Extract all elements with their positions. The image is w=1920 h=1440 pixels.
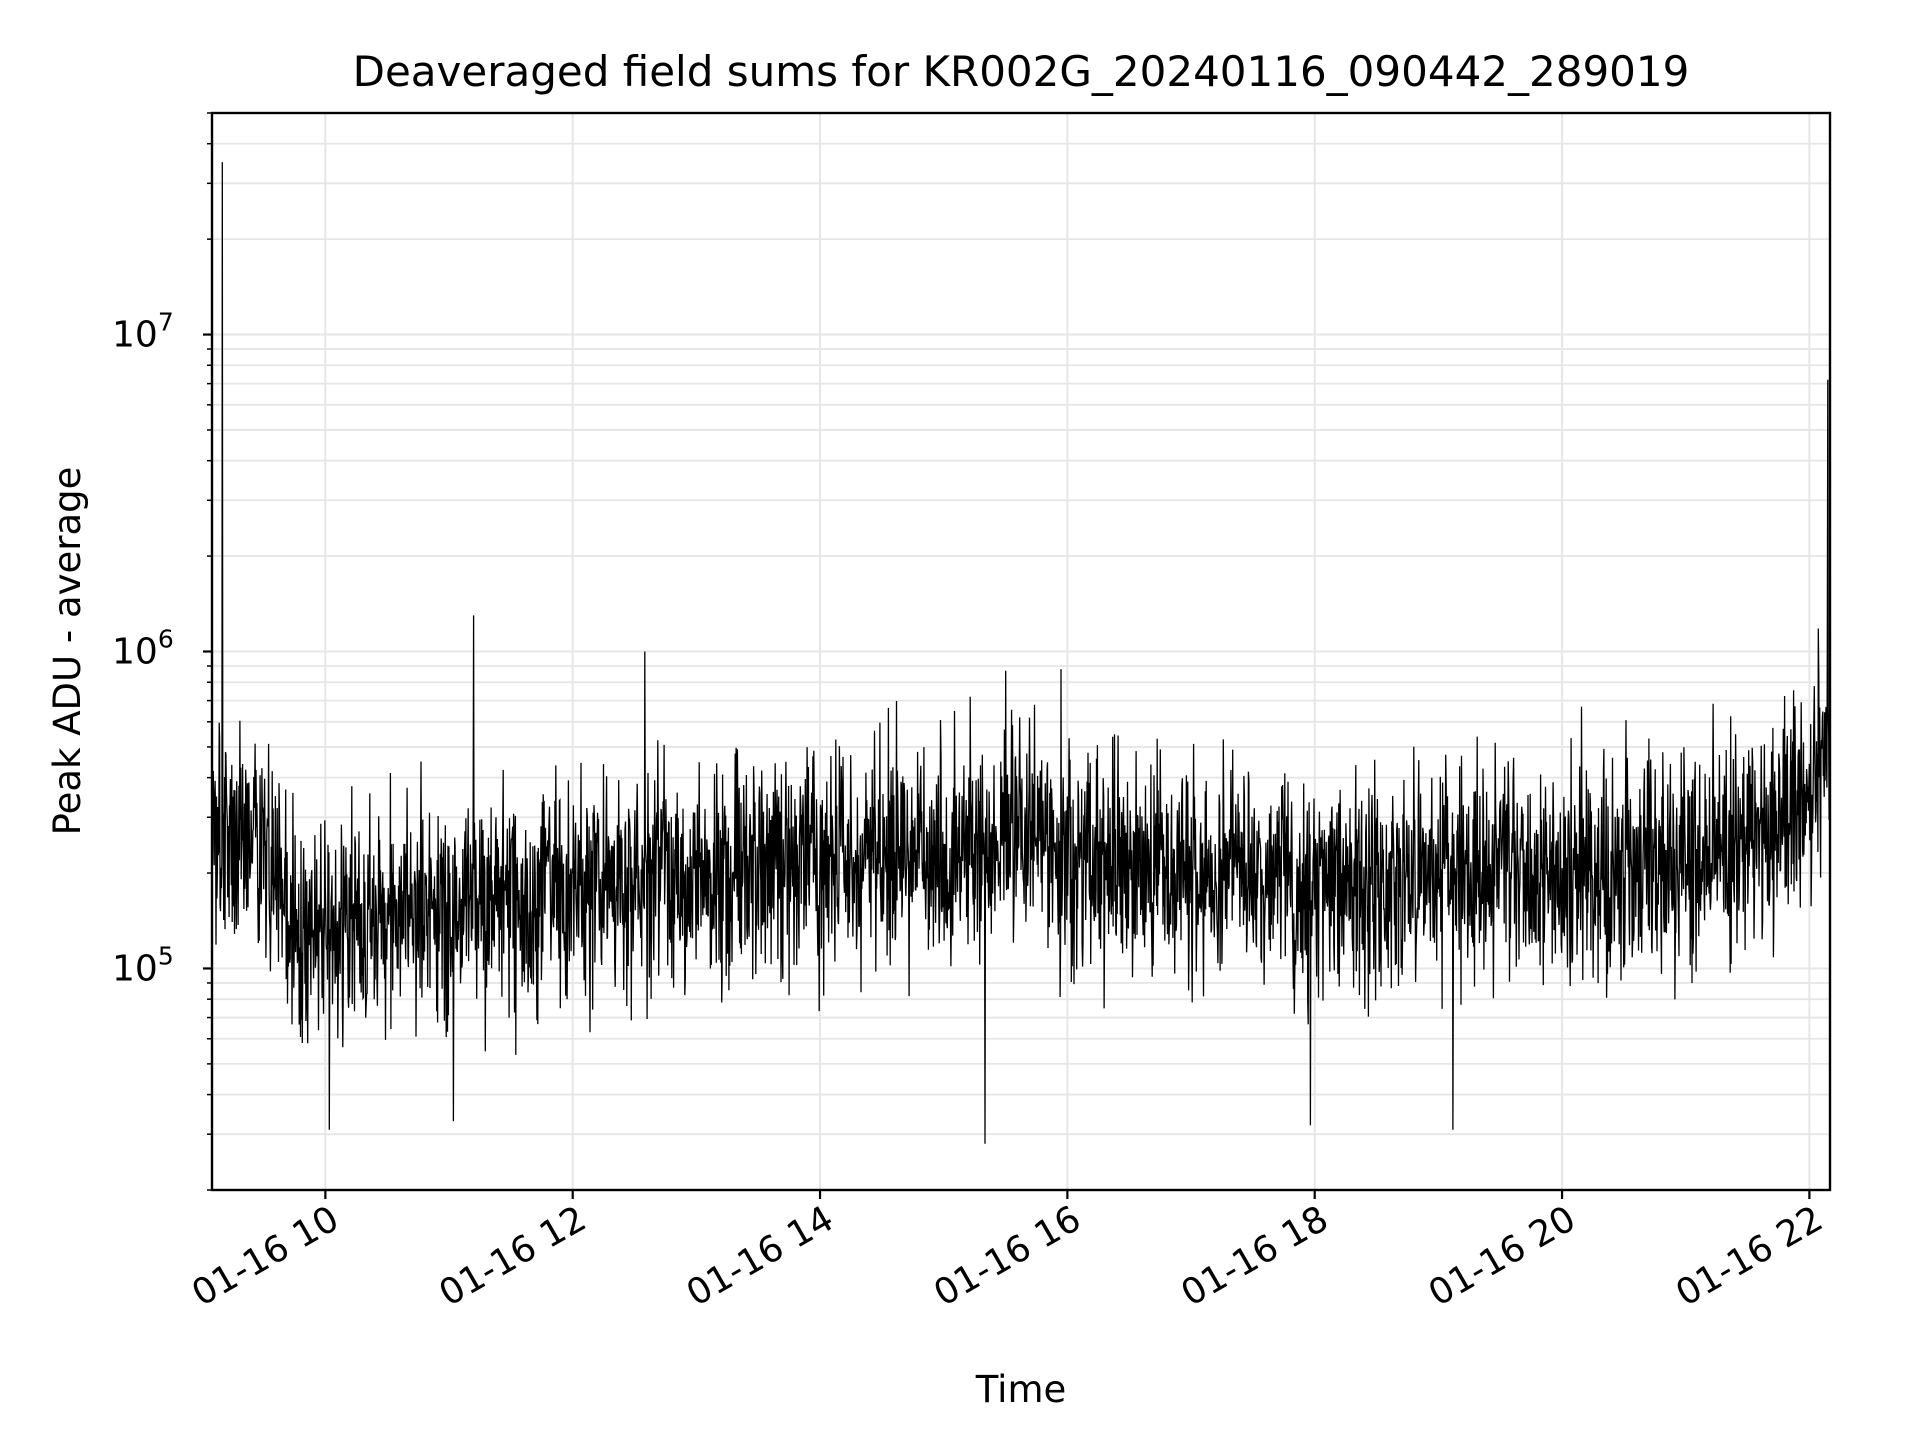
y-tick-label: 107 xyxy=(112,308,174,356)
chart-title: Deaveraged field sums for KR002G_2024011… xyxy=(353,47,1690,96)
data-series xyxy=(211,162,1831,1144)
x-axis-label: Time xyxy=(975,1368,1067,1411)
y-tick-label: 105 xyxy=(112,941,174,989)
series-line xyxy=(211,162,1831,1144)
y-axis-label: Peak ADU - average xyxy=(46,467,89,836)
y-tick-label: 106 xyxy=(112,625,174,673)
